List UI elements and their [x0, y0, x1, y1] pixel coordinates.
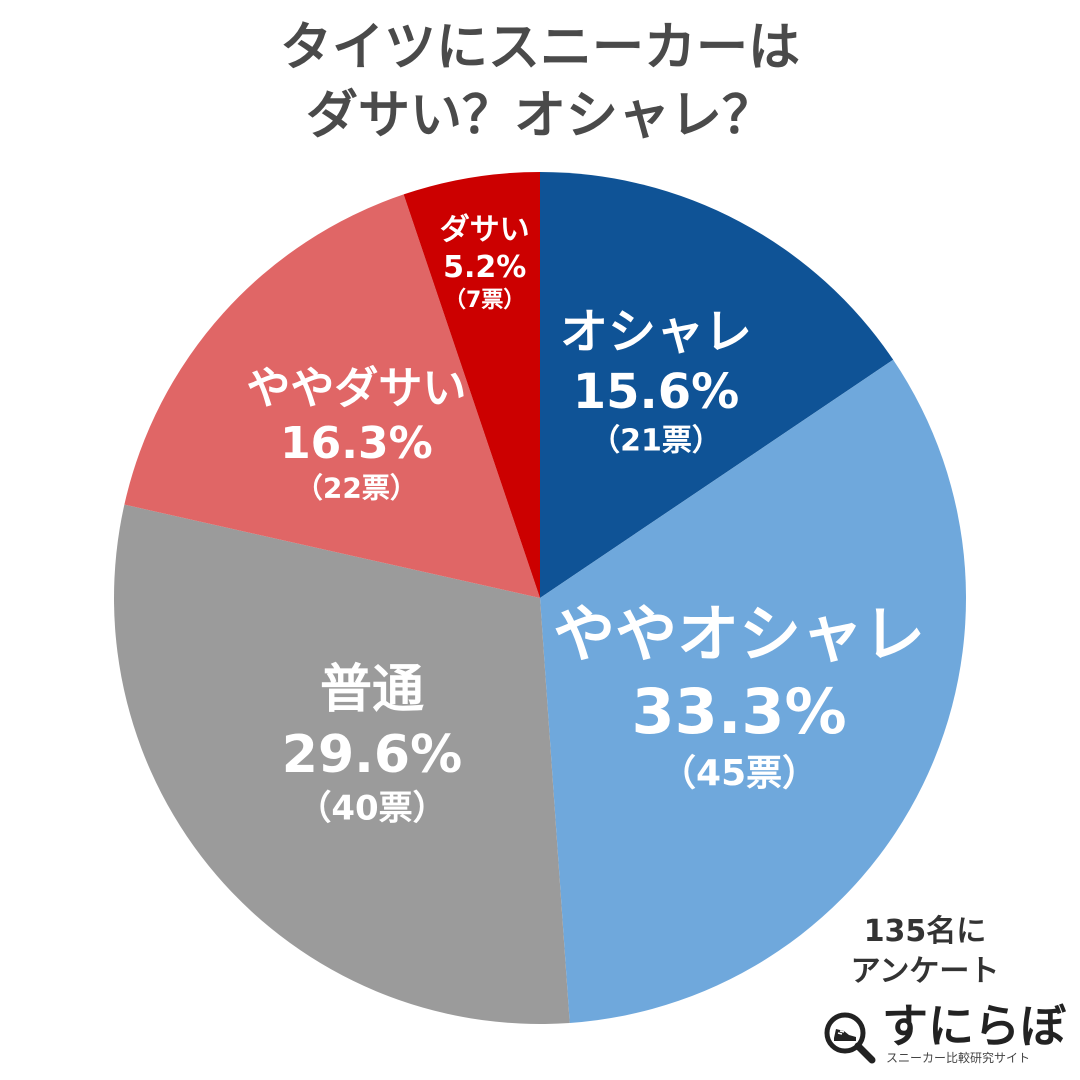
slice-label-5: ダサい — [440, 213, 530, 248]
brand-tagline: スニーカー比較研究サイト — [886, 1051, 1031, 1065]
chart-title: タイツにスニーカーは ダサい？オシャレ？ — [0, 14, 1080, 150]
pie-slice-1 — [540, 172, 894, 598]
survey-note-count: 135名に — [863, 914, 987, 949]
slice-label-3: 普通 — [320, 660, 424, 720]
chart-title-line-2: ダサい？オシャレ？ — [305, 86, 774, 146]
magnifier-sneaker-icon — [824, 1012, 876, 1064]
pie-slice-5 — [403, 172, 540, 598]
pie-slice-3 — [114, 504, 570, 1024]
chart-title-line-1: タイツにスニーカーは — [279, 18, 800, 78]
slice-label-2: ややオシャレ — [553, 598, 925, 671]
slice-label-1: オシャレ — [560, 304, 752, 360]
slice-percent-3: 29.6% — [282, 725, 462, 785]
pie-slice-2 — [540, 359, 967, 1023]
slice-percent-2: 33.3% — [632, 675, 847, 748]
slice-votes-2: （45票） — [660, 753, 818, 794]
slice-votes-3: （40票） — [297, 788, 446, 828]
pie-slice-4 — [124, 194, 541, 598]
slice-percent-4: 16.3% — [280, 418, 433, 469]
brand-logo: すにらぼ スニーカー比較研究サイト — [822, 1000, 1066, 1070]
brand-name: すにらぼ — [882, 999, 1066, 1053]
slice-percent-1: 15.6% — [573, 364, 740, 420]
slice-votes-5: （7票） — [444, 288, 525, 313]
slice-votes-1: （21票） — [590, 423, 722, 458]
slice-percent-5: 5.2% — [443, 250, 526, 285]
slice-votes-4: （22票） — [295, 472, 418, 505]
survey-note: 135名に アンケート — [800, 912, 1050, 992]
slice-label-4: ややダサい — [246, 363, 466, 414]
survey-note-label: アンケート — [850, 954, 1000, 989]
